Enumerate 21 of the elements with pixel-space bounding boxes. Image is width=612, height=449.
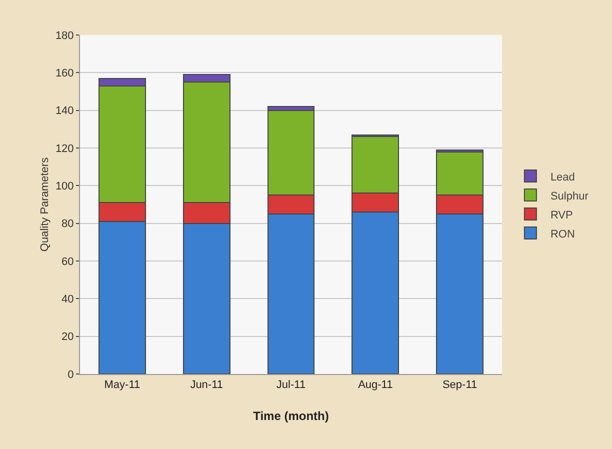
y-tick-label: 20 (62, 331, 74, 344)
y-tick-label: 100 (55, 180, 74, 193)
x-tick-label: Jun-11 (190, 379, 224, 392)
x-tick-label: Sep-11 (442, 379, 478, 392)
x-tick-label: Jul-11 (276, 379, 306, 392)
legend-label: Lead (550, 171, 575, 184)
legend-label: Sulphur (550, 190, 589, 202)
y-tick-label: 40 (62, 294, 74, 306)
y-tick-label: 60 (62, 256, 74, 268)
y-tick-label: 160 (55, 68, 74, 80)
y-axis-title: Quality Parameters (39, 156, 51, 252)
legend-label: RON (550, 228, 575, 240)
x-axis-title: Time (month) (253, 409, 329, 423)
y-tick-label: 120 (55, 142, 74, 155)
y-tick-label: 140 (55, 105, 74, 118)
y-tick-label: 0 (68, 368, 74, 381)
legend-label: RVP (550, 209, 573, 222)
y-tick-label: 180 (55, 30, 74, 42)
x-tick-label: May-11 (104, 379, 140, 392)
y-tick-label: 80 (62, 218, 74, 230)
x-tick-label: Aug-11 (358, 379, 393, 392)
